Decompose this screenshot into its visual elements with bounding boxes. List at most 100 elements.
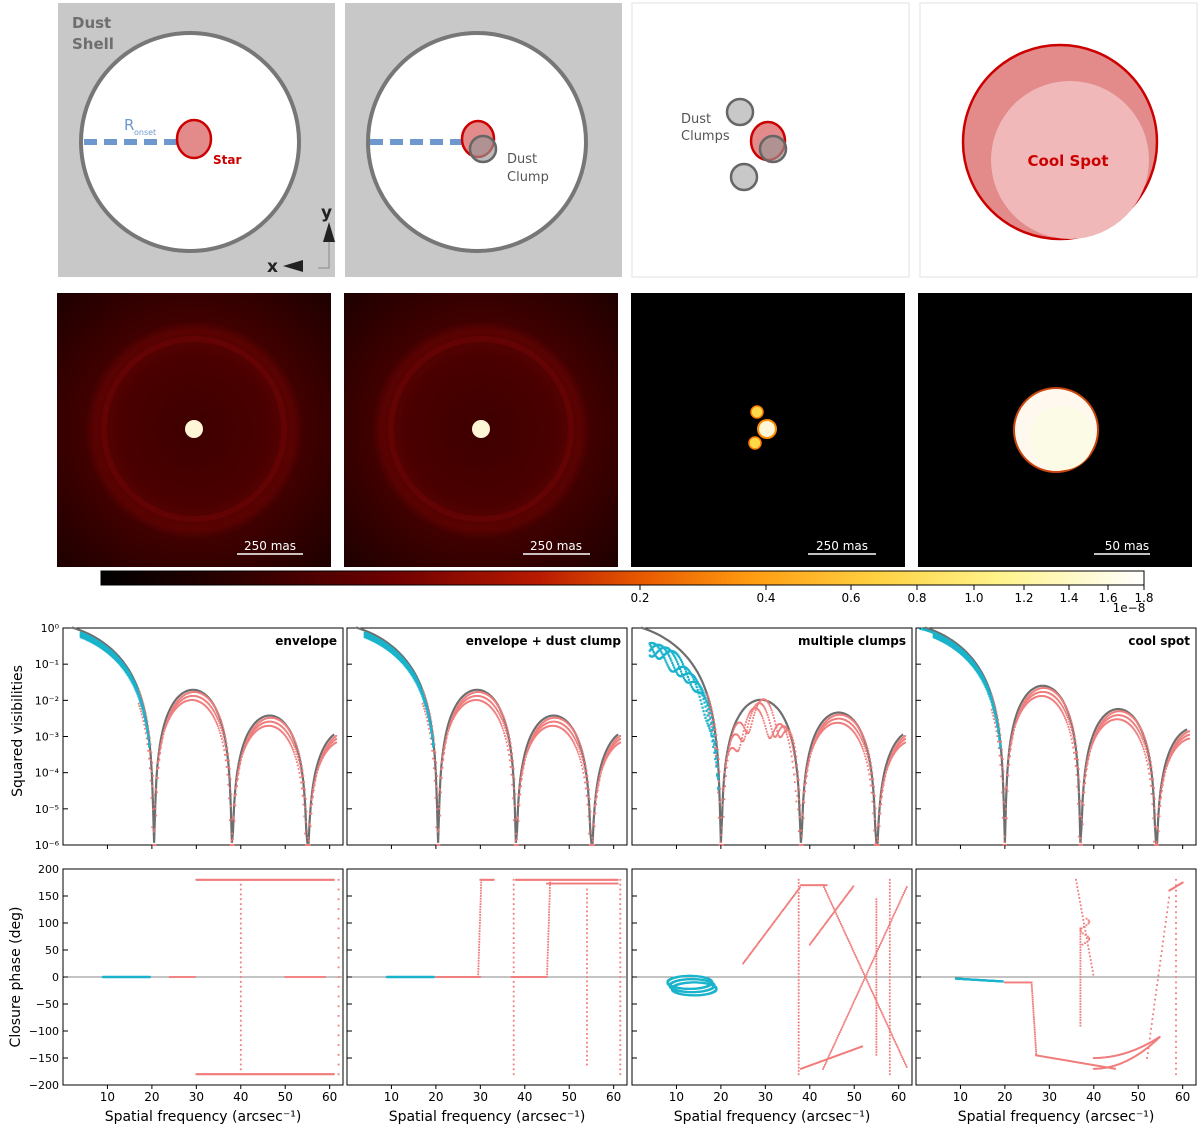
closure-long-baseline-point	[586, 1019, 588, 1022]
closure-long-baseline-point	[832, 911, 835, 914]
long-baseline-point	[821, 730, 823, 733]
long-baseline-point	[520, 774, 523, 777]
closure-long-baseline-point	[239, 1015, 242, 1017]
short-baseline-point	[117, 662, 120, 665]
long-baseline-point	[894, 750, 897, 753]
long-baseline-point	[300, 781, 302, 784]
closure-long-baseline-point	[897, 1048, 900, 1051]
long-baseline-point	[777, 730, 780, 733]
closure-long-baseline-point	[824, 1064, 826, 1066]
long-baseline-point	[861, 734, 864, 737]
long-baseline-point	[853, 720, 855, 723]
long-baseline-point	[493, 705, 496, 708]
closure-long-baseline-point	[788, 900, 791, 903]
long-baseline-point	[508, 754, 510, 756]
long-baseline-point	[790, 755, 793, 758]
closure-long-baseline-point	[289, 976, 292, 978]
short-baseline-point	[712, 745, 715, 748]
long-baseline-point	[244, 747, 246, 749]
closure-long-baseline-point	[616, 878, 619, 881]
long-baseline-point	[862, 743, 865, 745]
long-baseline-point	[707, 696, 710, 698]
long-baseline-point	[220, 729, 223, 732]
long-baseline-point	[596, 784, 599, 787]
long-baseline-point	[216, 710, 218, 712]
closure-long-baseline-point	[548, 905, 551, 908]
closure-long-baseline-point	[874, 953, 877, 956]
short-baseline-point	[690, 674, 693, 677]
closure-long-baseline-point	[813, 884, 816, 887]
long-baseline-point	[154, 787, 157, 790]
long-baseline-point	[302, 774, 305, 777]
long-baseline-point	[144, 709, 146, 712]
closure-long-baseline-point	[822, 1067, 824, 1070]
short-baseline-point	[715, 756, 718, 759]
closure-long-baseline-point	[586, 993, 588, 996]
closure-long-baseline-point	[586, 949, 588, 952]
closure-long-baseline-point	[239, 893, 242, 896]
long-baseline-point	[251, 734, 254, 737]
closure-long-baseline-point	[821, 927, 824, 929]
short-baseline-point	[652, 651, 655, 654]
long-baseline-point	[226, 747, 229, 749]
closure-long-baseline-point	[586, 914, 588, 917]
long-baseline-point	[785, 726, 787, 729]
long-baseline-point	[596, 789, 599, 792]
long-baseline-point	[857, 731, 859, 734]
closure-long-baseline-point	[479, 900, 482, 903]
long-baseline-point	[504, 729, 507, 732]
long-baseline-point	[818, 733, 821, 736]
long-baseline-point	[492, 698, 494, 701]
closure-long-baseline-point	[768, 928, 770, 930]
closure-long-baseline-point	[512, 1034, 515, 1037]
long-baseline-point	[860, 744, 863, 746]
closure-long-baseline-point	[828, 1054, 831, 1057]
long-baseline-point	[284, 723, 286, 726]
dust-clumps-label-1: Dust	[681, 112, 711, 127]
long-baseline-point	[503, 717, 506, 720]
long-baseline-point	[787, 739, 790, 741]
long-baseline-point	[247, 740, 250, 743]
closure-long-baseline-point	[444, 976, 447, 978]
long-baseline-point	[590, 829, 593, 832]
closure-long-baseline-point	[891, 1035, 894, 1037]
short-baseline-point	[666, 651, 669, 654]
closure-long-baseline-point	[866, 971, 869, 974]
closure-long-baseline-point	[512, 1000, 515, 1003]
long-baseline-point	[595, 793, 598, 796]
closure-long-baseline-point	[512, 1019, 515, 1022]
short-baseline-point	[697, 683, 700, 686]
short-baseline-point	[126, 673, 129, 676]
dust-shell-label-2: Shell	[72, 35, 114, 53]
long-baseline-point	[852, 730, 855, 733]
long-baseline-point	[237, 768, 240, 770]
short-baseline-point	[429, 725, 432, 728]
long-baseline-point	[148, 750, 151, 753]
long-baseline-point	[296, 748, 299, 751]
long-baseline-point	[150, 770, 153, 773]
closure-long-baseline-point	[883, 934, 886, 937]
closure-long-baseline-point	[512, 927, 515, 930]
closure-long-baseline-point	[858, 963, 861, 966]
short-baseline-point	[688, 670, 691, 673]
closure-long-baseline-point	[855, 996, 857, 999]
long-baseline-point	[741, 723, 743, 725]
closure-long-baseline-point	[178, 976, 180, 978]
long-baseline-point	[328, 742, 330, 745]
long-baseline-point	[787, 730, 790, 733]
short-baseline-point	[665, 650, 668, 653]
long-baseline-point	[529, 743, 532, 746]
long-baseline-point	[858, 734, 861, 736]
long-baseline-point	[718, 801, 721, 803]
closure-long-baseline-point	[586, 932, 588, 935]
long-baseline-point	[775, 725, 778, 728]
colorbar-tick-label: 1.6	[1098, 591, 1117, 605]
closure-long-baseline-point	[547, 949, 549, 951]
closure-long-baseline-point	[771, 923, 774, 926]
long-baseline-point	[518, 787, 521, 790]
closure-long-baseline-point	[899, 899, 902, 902]
long-baseline-point	[775, 735, 778, 737]
long-baseline-point	[428, 732, 431, 735]
